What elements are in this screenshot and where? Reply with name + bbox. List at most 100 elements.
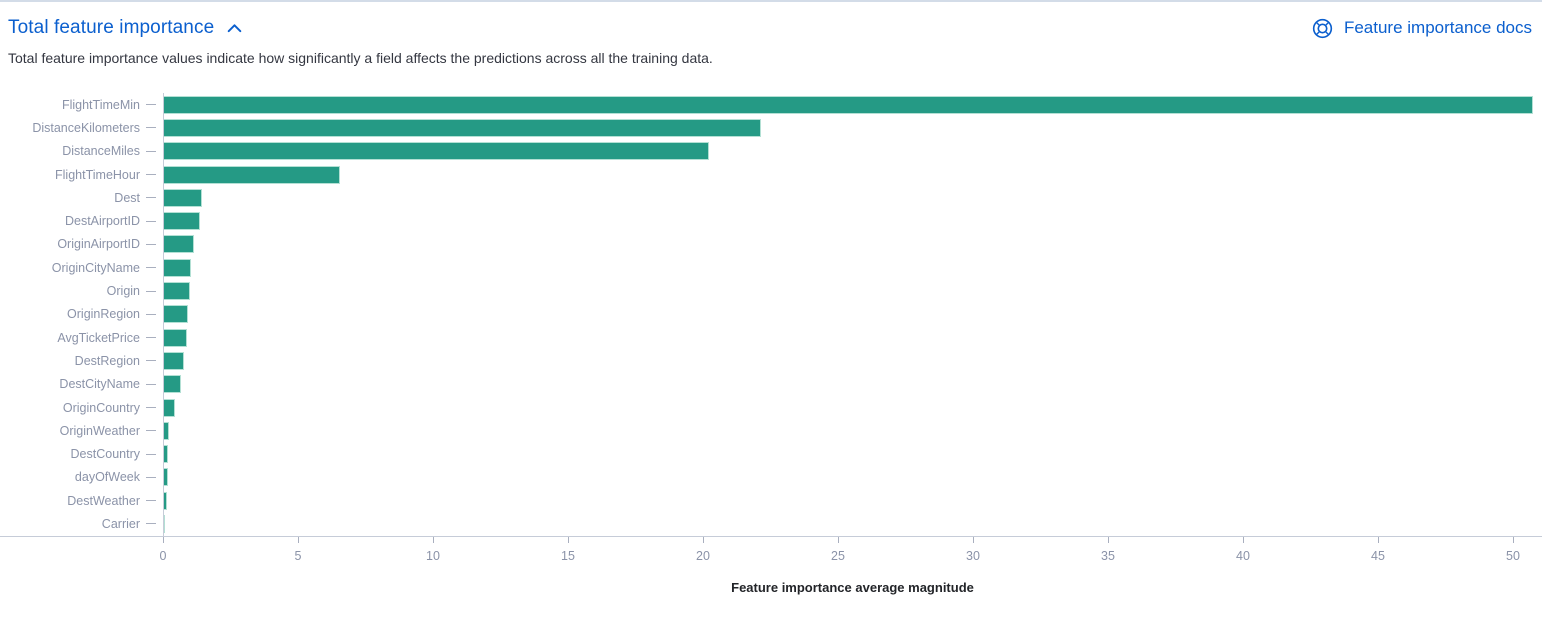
chart-row: DestCityName xyxy=(0,373,1542,396)
bar-dayOfWeek[interactable] xyxy=(164,468,169,487)
chart-row: OriginWeather xyxy=(0,419,1542,442)
bar-Carrier[interactable] xyxy=(164,514,166,533)
y-axis-tick xyxy=(146,453,156,455)
x-axis-tick xyxy=(163,536,164,543)
chart-row: AvgTicketPrice xyxy=(0,326,1542,349)
chart-row: DistanceMiles xyxy=(0,140,1542,163)
chart-row: OriginCityName xyxy=(0,256,1542,279)
y-axis-tick xyxy=(146,220,156,222)
bar-DistanceKilometers[interactable] xyxy=(164,118,761,137)
y-axis-tick xyxy=(146,243,156,245)
lifebuoy-icon xyxy=(1311,17,1334,40)
bar-DistanceMiles[interactable] xyxy=(164,142,710,161)
y-axis-line xyxy=(163,93,164,536)
x-tick-label: 5 xyxy=(294,548,302,563)
y-axis-tick xyxy=(146,150,156,152)
chart-row: DestWeather xyxy=(0,489,1542,512)
bar-OriginRegion[interactable] xyxy=(164,305,189,324)
chart-row: OriginCountry xyxy=(0,396,1542,419)
bar-DestAirportID[interactable] xyxy=(164,212,201,231)
x-tick-label: 25 xyxy=(831,548,845,563)
bar-AvgTicketPrice[interactable] xyxy=(164,328,187,347)
bar-Origin[interactable] xyxy=(164,282,190,301)
x-tick-label: 45 xyxy=(1371,548,1385,563)
y-axis-tick xyxy=(146,127,156,129)
y-axis-tick xyxy=(146,104,156,106)
y-axis-label: Carrier xyxy=(101,516,140,531)
y-axis-tick xyxy=(146,383,156,385)
y-axis-tick xyxy=(146,174,156,176)
x-axis: 0 5 10 15 20 25 30 35 40 45 50 xyxy=(159,536,1542,566)
bar-FlightTimeMin[interactable] xyxy=(164,95,1533,114)
chart-row: FlightTimeHour xyxy=(0,163,1542,186)
x-axis-tick xyxy=(1243,536,1244,543)
x-tick-label: 40 xyxy=(1236,548,1250,563)
y-axis-tick xyxy=(146,360,156,362)
bar-DestCountry[interactable] xyxy=(164,445,169,464)
x-axis-tick xyxy=(703,536,704,543)
y-axis-label: DistanceKilometers xyxy=(32,120,140,135)
y-axis-tick xyxy=(146,197,156,199)
bar-Dest[interactable] xyxy=(164,188,202,207)
y-axis-tick xyxy=(146,476,156,478)
y-axis-tick xyxy=(146,407,156,408)
x-axis-tick xyxy=(1513,536,1514,543)
y-axis-label: FlightTimeHour xyxy=(55,167,140,182)
y-axis-label: OriginCityName xyxy=(51,260,140,275)
chart-row: FlightTimeMin xyxy=(0,93,1542,116)
y-axis-tick xyxy=(146,500,156,502)
x-tick-label: 35 xyxy=(1101,548,1115,563)
y-axis-label: AvgTicketPrice xyxy=(57,330,140,345)
docs-link-label: Feature importance docs xyxy=(1343,18,1532,37)
x-tick-label: 0 xyxy=(159,548,167,563)
x-axis-block: 0 5 10 15 20 25 30 35 40 45 50 Feature importance … xyxy=(0,535,1542,608)
y-axis-label: FlightTimeMin xyxy=(61,97,140,112)
y-axis-label: DestCountry xyxy=(70,447,140,462)
y-axis-label: DistanceMiles xyxy=(62,144,140,159)
x-axis-tick xyxy=(1108,536,1109,543)
x-axis-tick xyxy=(838,536,839,543)
y-axis-label: dayOfWeek xyxy=(74,470,140,485)
chart-row: OriginAirportID xyxy=(0,233,1542,256)
y-axis-label: Dest xyxy=(114,190,140,205)
y-axis-label: DestAirportID xyxy=(64,214,140,229)
bar-DestCityName[interactable] xyxy=(164,375,181,394)
section-title: Total feature importance xyxy=(8,17,215,38)
bar-OriginAirportID[interactable] xyxy=(164,235,194,254)
y-axis-tick xyxy=(146,267,156,269)
y-axis-label: DestWeather xyxy=(67,493,140,508)
chart-row: DistanceKilometers xyxy=(0,116,1542,139)
x-axis-tick xyxy=(568,536,569,543)
bar-FlightTimeHour[interactable] xyxy=(164,165,340,184)
y-axis-tick xyxy=(146,290,156,292)
chart-rows: FlightTimeMin DistanceKilometers DistanceM… xyxy=(0,93,1542,536)
chart-row: DestRegion xyxy=(0,349,1542,372)
section-description: Total feature importance values indicate… xyxy=(8,50,713,66)
bar-OriginCountry[interactable] xyxy=(164,398,175,417)
x-tick-label: 50 xyxy=(1506,548,1520,563)
chart-row: Origin xyxy=(0,279,1542,302)
bar-DestRegion[interactable] xyxy=(164,351,184,370)
x-axis-tick xyxy=(973,536,974,543)
x-axis-title: Feature importance average magnitude xyxy=(731,579,974,595)
y-axis-tick xyxy=(146,523,156,525)
section-toggle[interactable]: Total feature importance xyxy=(8,17,243,39)
y-axis-label: OriginCountry xyxy=(62,400,140,415)
y-axis-tick xyxy=(146,313,156,315)
x-tick-label: 20 xyxy=(696,548,710,563)
chevron-up-icon[interactable] xyxy=(226,20,243,37)
y-axis-label: DestRegion xyxy=(74,353,140,368)
chart-row: DestCountry xyxy=(0,442,1542,465)
y-axis-label: DestCityName xyxy=(59,377,140,392)
x-tick-label: 10 xyxy=(426,548,440,563)
y-axis-label: OriginAirportID xyxy=(57,237,140,252)
x-axis-tick xyxy=(298,536,299,543)
x-axis-line xyxy=(0,535,1542,537)
y-axis-label: OriginWeather xyxy=(59,423,140,438)
bar-OriginWeather[interactable] xyxy=(164,421,170,440)
bar-OriginCityName[interactable] xyxy=(164,258,191,277)
feature-importance-docs-link[interactable]: Feature importance docs xyxy=(1311,17,1532,40)
chart-row: OriginRegion xyxy=(0,303,1542,326)
top-divider xyxy=(0,0,1542,2)
bar-DestWeather[interactable] xyxy=(164,491,167,510)
